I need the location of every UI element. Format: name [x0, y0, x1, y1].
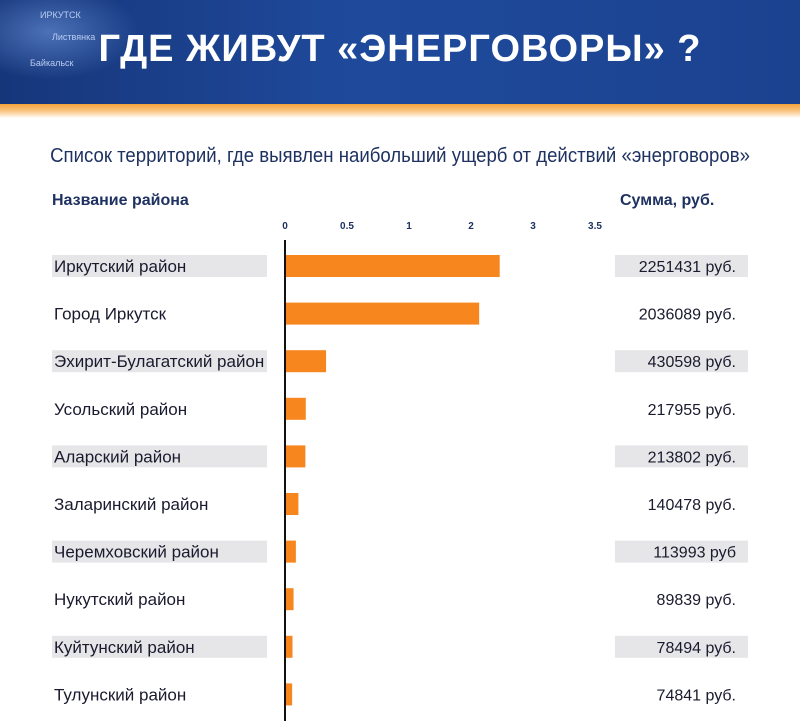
- x-tick-label: 2: [468, 221, 474, 232]
- x-tick-label: 0: [282, 221, 288, 232]
- row-name-shading: [52, 635, 267, 658]
- header-banner: ИРКУТСК Листвянка Байкальск ГДЕ ЖИВУТ «Э…: [0, 0, 800, 104]
- row-sum-label: 2036089 руб.: [639, 307, 736, 324]
- row-name-shading: [52, 350, 267, 373]
- row-sum-shading: [615, 445, 748, 468]
- bar: [285, 255, 500, 277]
- row-name-shading: [52, 255, 267, 277]
- map-label: ИРКУТСК: [40, 10, 81, 20]
- row-label: Нукутский район: [54, 590, 185, 609]
- row-label: Заларинский район: [54, 495, 208, 514]
- row-label: Черемховский район: [54, 543, 219, 562]
- row-label: Эхирит-Булагатский район: [54, 352, 264, 371]
- decorative-stripes: [0, 104, 800, 118]
- row-label: Аларский район: [54, 447, 181, 466]
- row-sum-shading: [615, 350, 748, 373]
- row-label: Усольский район: [54, 400, 187, 419]
- row-sum-label: 113993 руб: [653, 545, 736, 562]
- map-label: Байкальск: [30, 58, 74, 68]
- x-tick-label: 1: [406, 221, 412, 232]
- bar: [285, 350, 327, 373]
- map-label: Листвянка: [52, 32, 96, 42]
- row-sum-label: 213802 руб.: [648, 449, 736, 466]
- row-sum-label: 140478 руб.: [648, 497, 736, 514]
- row-label: Город Иркутск: [54, 305, 167, 324]
- row-sum-label: 89839 руб.: [657, 592, 736, 609]
- bar: [285, 635, 293, 658]
- x-tick-label: 3: [530, 221, 536, 232]
- row-sum-label: 2251431 руб.: [639, 259, 736, 276]
- row-sum-shading: [615, 540, 748, 563]
- bar: [285, 397, 306, 420]
- bar: [285, 683, 293, 706]
- bar: [285, 445, 306, 468]
- column-header-sum: Сумма, руб.: [620, 192, 715, 209]
- row-sum-label: 430598 руб.: [648, 354, 736, 371]
- row-sum-shading: [615, 635, 748, 658]
- row-label: Тулунский район: [54, 685, 186, 704]
- x-tick-label: 0.5: [340, 221, 354, 232]
- bar: [285, 540, 296, 563]
- bar: [285, 493, 299, 515]
- row-label: Иркутский район: [54, 257, 186, 276]
- row-name-shading: [52, 445, 267, 468]
- row-sum-label: 217955 руб.: [648, 402, 736, 419]
- row-sum-shading: [615, 255, 748, 277]
- row-sum-label: 74841 руб.: [657, 687, 736, 704]
- row-name-shading: [52, 540, 267, 563]
- map-graphic: ИРКУТСК Листвянка Байкальск: [0, 0, 140, 80]
- row-sum-label: 78494 руб.: [657, 640, 736, 657]
- row-label: Куйтунский район: [54, 638, 195, 657]
- x-tick-label: 3.5: [588, 221, 602, 232]
- page-title: ГДЕ ЖИВУТ «ЭНЕРГОВОРЫ» ?: [98, 28, 702, 70]
- bar: [285, 588, 294, 611]
- page-subtitle: Список территорий, где выявлен наибольши…: [50, 145, 750, 167]
- column-header-name: Название района: [52, 192, 189, 209]
- bar: [285, 302, 480, 325]
